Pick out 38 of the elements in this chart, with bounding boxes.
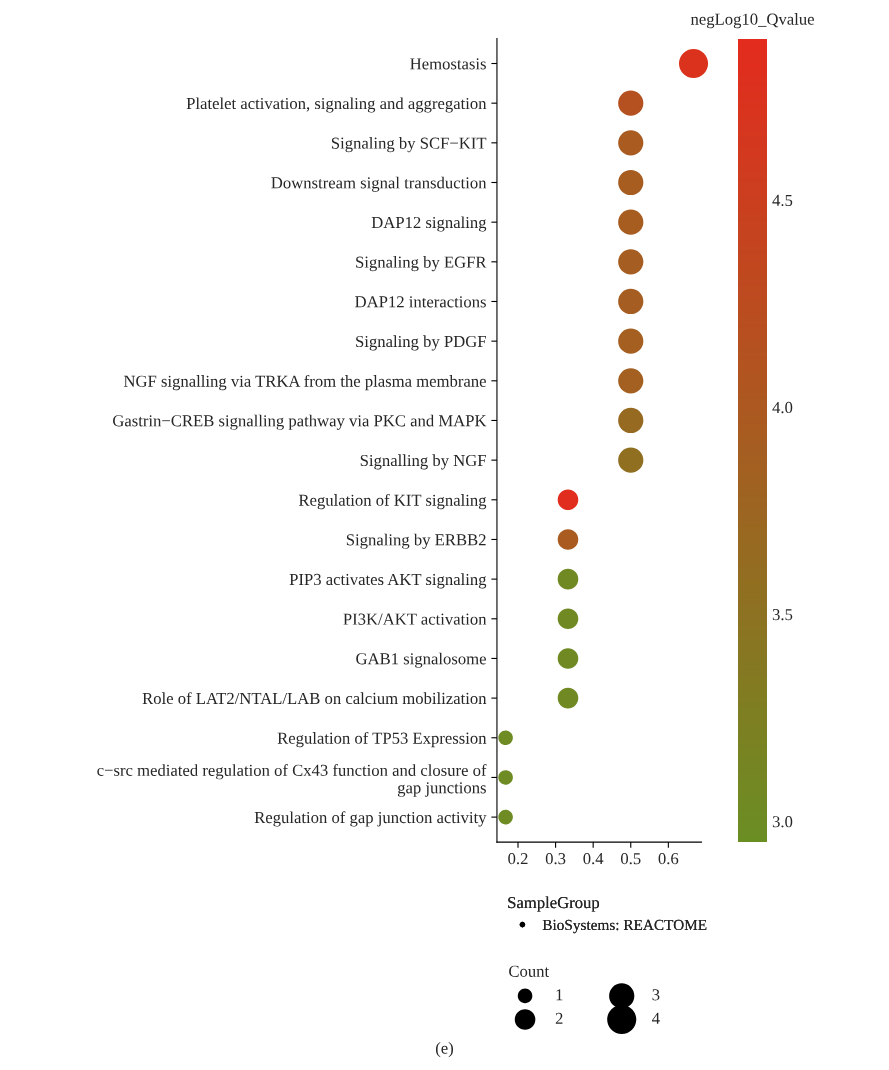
x-tick-label: 0.2 <box>508 852 528 865</box>
y-tick-label: Signaling by EGFR <box>356 256 487 272</box>
y-tick-label: Hemostasis <box>410 58 486 70</box>
legend-label: 2 <box>555 1012 563 1024</box>
y-tick-label: DAP12 interactions <box>355 296 486 308</box>
x-tick-label: 0.4 <box>583 852 604 865</box>
y-tick-label: c−src mediated regulation of Cx43 function and closure of gap junctions <box>97 764 487 797</box>
y-tick-label: Regulation of TP53 Expression <box>277 731 487 748</box>
y-tick-label: Signaling by ERBB2 <box>346 533 486 549</box>
text: (e) <box>435 1042 454 1058</box>
color-bar-label: 3.5 <box>772 609 793 621</box>
legend-label: 3 <box>652 989 660 1001</box>
y-tick-label: Gastrin−CREB signalling pathway via PKC and MAPK <box>113 414 487 430</box>
y-tick-label: PI3K/AKT activation <box>343 613 487 625</box>
color-bar-label: 3.0 <box>772 816 793 828</box>
y-tick-label: GAB1 signalosome <box>356 652 486 668</box>
y-tick-label: Downstream signal transduction <box>271 176 487 192</box>
x-tick-label: 0.6 <box>658 852 679 865</box>
y-tick-label: Regulation of gap junction activity <box>254 811 487 827</box>
y-tick-label: PIP3 activates AKT signaling <box>289 573 487 589</box>
color-bar-title: negLog10_Qvalue <box>690 13 814 29</box>
y-tick-label: Signaling by SCF−KIT <box>331 137 487 153</box>
y-tick-label: Regulation of KIT signaling <box>298 493 487 510</box>
text: BioSystems: REACTOME <box>542 919 707 934</box>
y-tick-label: NGF signalling via TRKA from the plasma membrane <box>123 374 486 391</box>
text: Count <box>509 965 550 977</box>
legend-label: 1 <box>556 989 563 1001</box>
x-tick-label: 0.5 <box>620 852 641 865</box>
y-tick-label: Signaling by PDGF <box>356 335 486 351</box>
legend-title: SampleGroup <box>508 896 600 912</box>
legend-label: 4 <box>652 1012 660 1024</box>
y-tick-label: Platelet activation, signaling and aggregation <box>186 97 487 113</box>
color-bar-label: 4.0 <box>772 401 793 414</box>
y-tick-label: Role of LAT2/NTAL/LAB on calcium mobilization <box>142 692 487 705</box>
y-tick-label: DAP12 signaling <box>371 216 487 232</box>
color-bar-label: 4.5 <box>772 194 793 207</box>
y-tick-label: Signalling by NGF <box>360 454 486 470</box>
x-tick-label: 0.3 <box>545 852 566 865</box>
